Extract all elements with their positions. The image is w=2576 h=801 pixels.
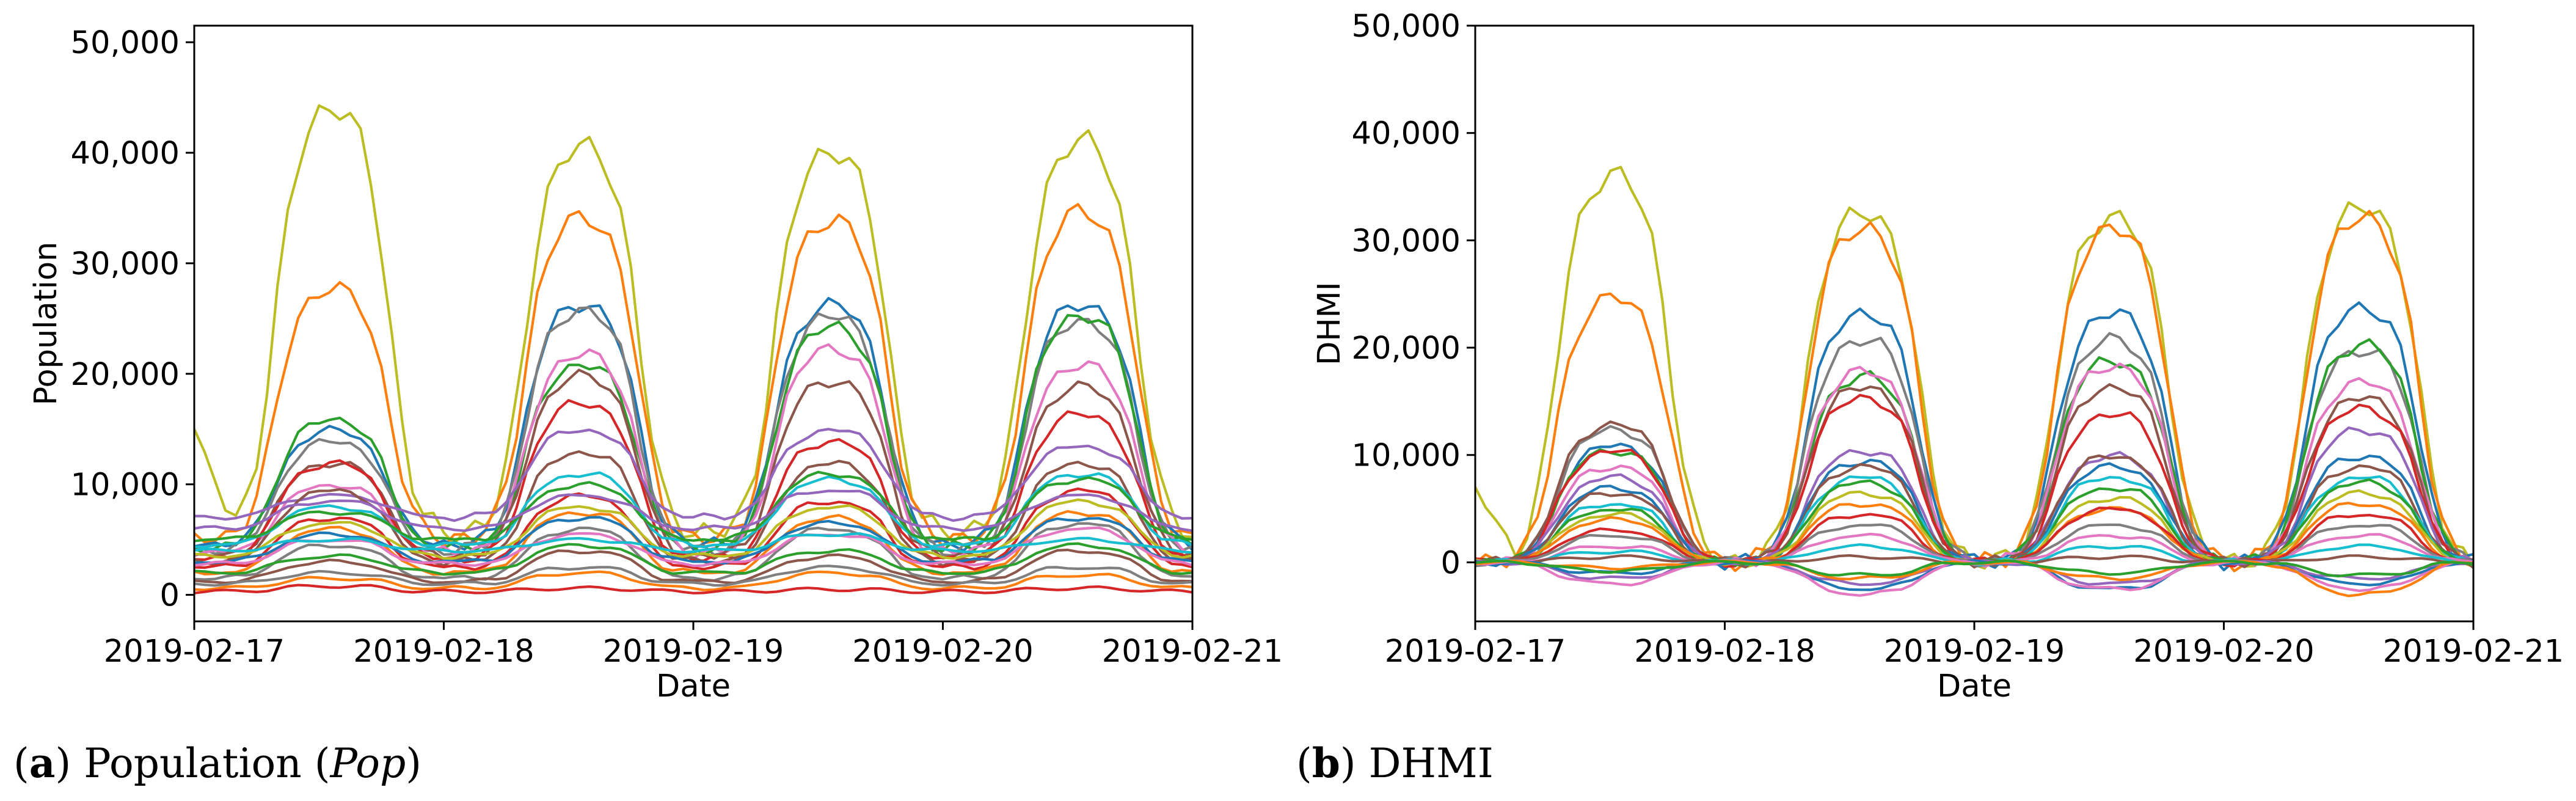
- series-line-s17: [194, 516, 1192, 565]
- x-tick-label: 2019-02-18: [353, 634, 534, 670]
- x-axis-title: Date: [656, 668, 731, 704]
- y-tick-label: 10,000: [71, 467, 180, 503]
- y-tick-label: 20,000: [71, 357, 180, 393]
- caption-letter: a: [29, 739, 56, 787]
- series-line-s2: [194, 203, 1192, 548]
- series-line-s6: [194, 343, 1192, 560]
- y-tick-label: 20,000: [1352, 331, 1461, 367]
- panel-population: 2019-02-17 2019-02-18 2019-02-19 2019-02-20…: [13, 24, 1283, 787]
- y-tick-label: 50,000: [1352, 9, 1461, 45]
- caption-end: ): [406, 740, 421, 787]
- series-line-s1: [1475, 166, 2473, 570]
- x-tick-label: 2019-02-17: [104, 634, 285, 670]
- y-axis-title: DHMI: [1312, 282, 1348, 365]
- series-line-s24: [194, 570, 1192, 591]
- caption-close: ): [56, 740, 71, 787]
- series-line-s12: [194, 470, 1192, 543]
- x-axis-title: Date: [1937, 668, 2012, 704]
- series-line-s25: [1475, 559, 2473, 578]
- y-tick-label: 40,000: [71, 136, 180, 172]
- y-tick-label: 10,000: [1352, 438, 1461, 474]
- x-tick-label: 2019-02-20: [852, 634, 1033, 670]
- caption-close: ): [1340, 740, 1356, 787]
- x-tick-label: 2019-02-19: [603, 634, 784, 670]
- series-group: [194, 104, 1192, 594]
- series-line-s22: [194, 548, 1192, 585]
- panel-dhmi: 2019-02-17 2019-02-18 2019-02-19 2019-02-20…: [1296, 9, 2564, 787]
- figure-caption: (b) DHMI: [1296, 739, 1494, 787]
- series-line-s19: [194, 526, 1192, 568]
- series-line-s13: [194, 487, 1192, 571]
- x-tick-label: 2019-02-19: [1884, 634, 2065, 670]
- series-line-s25: [194, 583, 1192, 594]
- series-line-s14: [194, 489, 1192, 532]
- y-tick-label: 0: [1441, 545, 1461, 581]
- y-tick-label: 0: [160, 578, 180, 614]
- caption-open: (: [13, 740, 29, 787]
- series-line-s8: [1475, 393, 2473, 568]
- y-tick-label: 30,000: [1352, 223, 1461, 259]
- x-tick-label: 2019-02-21: [1102, 634, 1283, 670]
- series-line-s11: [194, 471, 1192, 549]
- y-axis-title: Population: [28, 242, 64, 406]
- x-tick-label: 2019-02-20: [2133, 634, 2314, 670]
- series-line-s21: [194, 542, 1192, 576]
- caption-letter: b: [1312, 739, 1340, 787]
- y-tick-label: 30,000: [71, 246, 180, 282]
- caption-text: Population (: [71, 740, 330, 787]
- y-tick-label: 40,000: [1352, 116, 1461, 152]
- series-line-s1: [194, 104, 1192, 546]
- figure-caption: (a) Population (Pop): [13, 739, 421, 787]
- series-line-s3: [194, 297, 1192, 552]
- x-tick-label: 2019-02-17: [1385, 634, 1566, 670]
- series-group: [1475, 166, 2473, 598]
- y-tick-label: 50,000: [71, 25, 180, 61]
- series-line-s7: [1475, 383, 2473, 569]
- x-tick-label: 2019-02-21: [2383, 634, 2564, 670]
- caption-italic: Pop: [330, 740, 406, 787]
- series-line-s15: [194, 498, 1192, 560]
- series-line-s18: [194, 522, 1192, 582]
- caption-text: DHMI: [1356, 740, 1494, 787]
- series-line-s23: [194, 565, 1192, 587]
- caption-open: (: [1296, 740, 1312, 787]
- x-tick-label: 2019-02-18: [1634, 634, 1815, 670]
- series-line-s20: [194, 532, 1192, 554]
